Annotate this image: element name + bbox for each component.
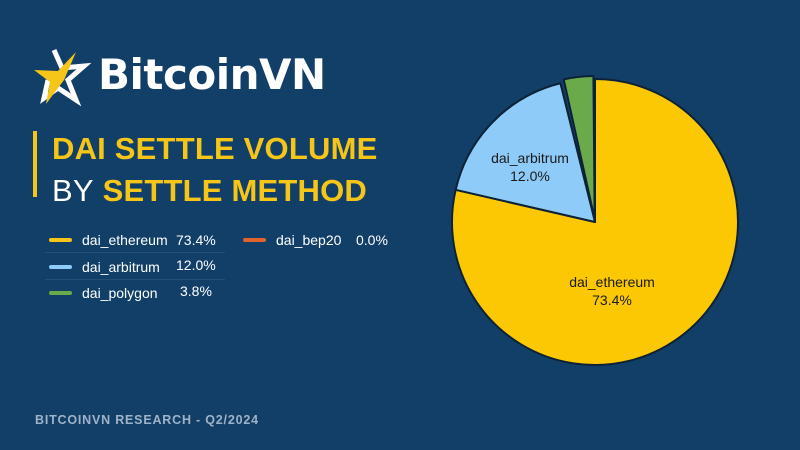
pie-slice-polygon[interactable]: [562, 75, 596, 221]
title-line-1: DAI SETTLE VOLUME: [52, 131, 378, 166]
page-title: DAI SETTLE VOLUME BY SETTLE METHOD: [52, 128, 377, 212]
title-accent-bar: [33, 131, 37, 197]
title-highlight: SETTLE METHOD: [102, 173, 367, 208]
legend-item-arbitrum[interactable]: dai_arbitrum: [49, 259, 160, 275]
title-prefix: BY: [52, 173, 94, 208]
title-line-2: BY SETTLE METHOD: [52, 170, 377, 212]
legend-swatch: [49, 291, 72, 295]
legend-value: 3.8%: [180, 283, 212, 299]
chart-legend: dai_ethereum 73.4% dai_arbitrum 12.0% da…: [45, 228, 405, 308]
legend-item-polygon[interactable]: dai_polygon: [49, 285, 158, 301]
legend-value: 0.0%: [356, 232, 388, 248]
star-logo-icon: [34, 48, 92, 107]
footer-credit: BITCOINVN RESEARCH - Q2/2024: [35, 413, 259, 427]
legend-item-bep20[interactable]: dai_bep20: [243, 232, 341, 248]
legend-item-ethereum[interactable]: dai_ethereum: [49, 232, 168, 248]
legend-divider: [45, 252, 225, 253]
brand-name: BitcoinVN: [98, 50, 326, 99]
legend-swatch: [49, 238, 72, 242]
pie-slice-arbitrum[interactable]: [454, 82, 596, 223]
brand-logo: BitcoinVN: [32, 46, 326, 110]
legend-swatch: [49, 265, 72, 269]
legend-swatch: [243, 238, 266, 242]
legend-label: dai_polygon: [82, 285, 158, 301]
legend-label: dai_bep20: [276, 232, 342, 248]
legend-label: dai_ethereum: [82, 232, 168, 248]
legend-label: dai_arbitrum: [82, 259, 160, 275]
legend-value: 73.4%: [176, 232, 216, 248]
legend-value: 12.0%: [176, 257, 216, 273]
legend-divider: [45, 279, 225, 280]
pie-slice-ethereum[interactable]: [451, 78, 739, 366]
